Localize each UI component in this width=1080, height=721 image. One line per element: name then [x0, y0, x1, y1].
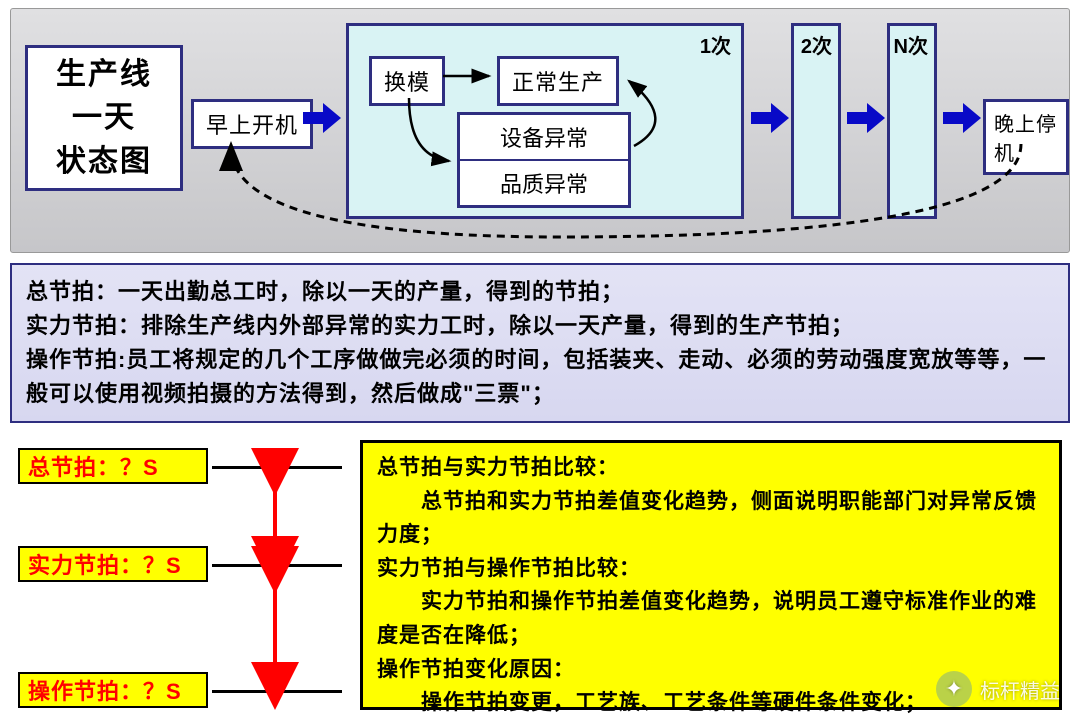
title-line-1: 生产线: [28, 53, 180, 97]
arrow-icon: [847, 103, 887, 133]
arrow-icon: [751, 103, 791, 133]
takt-strength-label: 实力节拍：？S: [18, 546, 208, 582]
arrow-icon: [943, 103, 983, 133]
title-line-3: 状态图: [28, 140, 180, 184]
analysis-box: 总节拍与实力节拍比较： 总节拍和实力节拍差值变化趋势，侧面说明职能部门对异常反馈…: [360, 440, 1062, 710]
takt-total-label: 总节拍：？S: [18, 448, 208, 484]
takt-line: [212, 690, 342, 693]
cycle-label-n: N次: [894, 30, 928, 59]
end-node: 晚上停机: [983, 99, 1069, 175]
cycle-label-2: 2次: [801, 30, 832, 59]
definitions-box: 总节拍：一天出勤总工时，除以一天的产量，得到的节拍； 实力节拍：排除生产线内外部…: [10, 263, 1070, 423]
takt-operation-label: 操作节拍：？S: [18, 672, 208, 708]
inner-node-normal: 正常生产: [497, 56, 619, 106]
def-line-2: 实力节拍：排除生产线内外部异常的实力工时，除以一天产量，得到的生产节拍；: [26, 309, 1054, 343]
analysis-h1: 总节拍与实力节拍比较：: [377, 451, 1045, 485]
cycle-box-1: 1次 换模 正常生产 设备异常 品质异常: [346, 23, 744, 219]
inner-node-quality: 品质异常: [460, 159, 628, 205]
analysis-h2: 实力节拍与操作节拍比较：: [377, 552, 1045, 586]
cycle-box-n: N次: [887, 23, 937, 219]
inner-node-equip: 设备异常: [460, 115, 628, 159]
inner-node-mold: 换模: [369, 56, 445, 106]
def-line-1: 总节拍：一天出勤总工时，除以一天的产量，得到的节拍；: [26, 275, 1054, 309]
cycle-box-2: 2次: [791, 23, 841, 219]
cycle-label-1: 1次: [700, 30, 731, 59]
analysis-p1: 总节拍和实力节拍差值变化趋势，侧面说明职能部门对异常反馈力度；: [377, 485, 1045, 552]
takt-line: [212, 466, 342, 469]
def-line-3: 操作节拍:员工将规定的几个工序做做完必须的时间，包括装夹、走动、必须的劳动强度宽…: [26, 343, 1054, 411]
analysis-p2: 实力节拍和操作节拍差值变化趋势，说明员工遵守标准作业的难度是否在降低；: [377, 585, 1045, 652]
analysis-p3: 操作节拍变更，工艺族、工艺条件等硬件条件变化；: [377, 686, 1045, 720]
takt-line: [212, 564, 342, 567]
analysis-h3: 操作节拍变化原因：: [377, 653, 1045, 687]
start-node: 早上开机: [191, 99, 313, 149]
inner-exception-group: 设备异常 品质异常: [457, 112, 631, 208]
flow-panel: 生产线 一天 状态图 早上开机 1次 换模 正常生产 设备异常 品质异常 2次: [10, 8, 1070, 253]
title-line-2: 一天: [28, 96, 180, 140]
arrow-icon: [303, 103, 343, 133]
diagram-title: 生产线 一天 状态图: [25, 45, 183, 191]
